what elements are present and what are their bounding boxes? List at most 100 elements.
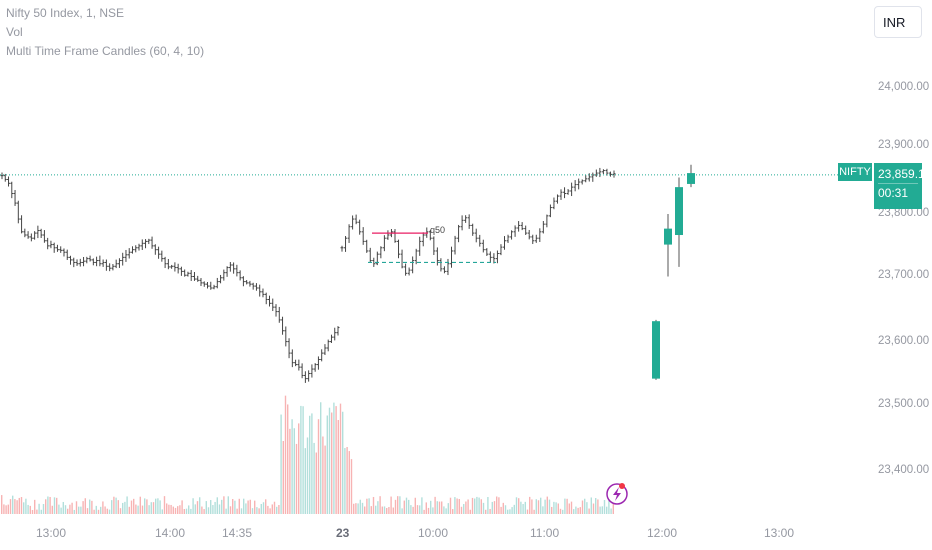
volume-bar xyxy=(361,502,364,514)
volume-bar xyxy=(47,496,49,514)
volume-bar xyxy=(159,500,161,514)
volume-bar xyxy=(60,507,62,514)
volume-bar xyxy=(210,500,212,514)
volume-bar xyxy=(284,395,287,514)
volume-bar xyxy=(82,501,84,514)
volume-bar xyxy=(130,500,133,514)
volume-indicator-label[interactable]: Vol xyxy=(6,25,23,39)
volume-bar xyxy=(69,504,71,514)
volume-bar xyxy=(148,505,150,514)
volume-bar xyxy=(368,498,370,514)
volume-bar xyxy=(339,403,342,514)
volume-bar xyxy=(390,496,392,514)
volume-bar xyxy=(500,506,502,514)
volume-bar xyxy=(443,506,445,514)
volume-bar xyxy=(603,500,606,514)
volume-bar xyxy=(379,496,381,514)
volume-bar xyxy=(49,496,51,514)
time-tick: 13:00 xyxy=(36,526,66,540)
volume-bar xyxy=(64,505,67,514)
volume-bar xyxy=(498,497,500,514)
volume-bar xyxy=(243,498,245,514)
time-tick: 11:00 xyxy=(530,526,559,540)
currency-button[interactable]: INR xyxy=(874,6,922,38)
volume-bar xyxy=(306,437,309,514)
volume-bar xyxy=(192,498,194,514)
volume-bar xyxy=(454,497,456,514)
price-tick: 23,700.00 xyxy=(878,269,929,281)
volume-bar xyxy=(282,440,284,514)
volume-bar xyxy=(551,506,553,514)
volume-bar xyxy=(31,509,34,514)
q50-label: q50 xyxy=(430,225,445,235)
volume-bar xyxy=(236,508,238,514)
volume-bar xyxy=(128,506,130,514)
volume-bar xyxy=(124,501,126,514)
volume-bar xyxy=(80,506,82,514)
price-axis[interactable]: 24,000.00 23,900.00 23,800.00 23,700.00 … xyxy=(878,81,929,476)
volume-bar xyxy=(544,499,546,514)
volume-bar xyxy=(71,502,73,514)
price-tick: 23,600.00 xyxy=(878,335,929,347)
volume-bar xyxy=(229,506,232,514)
volume-bar xyxy=(135,504,137,514)
price-tick: 23,900.00 xyxy=(878,139,929,151)
volume-bar xyxy=(256,507,258,514)
mtf-indicator-label[interactable]: Multi Time Frame Candles (60, 4, 10) xyxy=(6,44,205,58)
price-tick: 24,000.00 xyxy=(878,81,929,93)
lightning-event-icon[interactable] xyxy=(606,483,628,505)
volume-bar xyxy=(91,500,93,514)
volume-bar xyxy=(78,506,80,514)
volume-bar xyxy=(298,423,300,514)
volume-bar xyxy=(342,411,344,514)
volume-bar xyxy=(183,509,185,514)
volume-bar xyxy=(177,506,179,514)
volume-bar xyxy=(529,496,531,514)
volume-bar xyxy=(471,497,474,514)
volume-bar xyxy=(45,499,47,514)
time-tick: 12:00 xyxy=(647,526,677,540)
volume-bar xyxy=(84,498,86,514)
volume-bar xyxy=(485,509,487,514)
volume-bar xyxy=(359,499,361,514)
volume-bar xyxy=(331,412,333,514)
time-tick: 14:00 xyxy=(155,526,185,540)
volume-bar xyxy=(467,499,469,514)
volume-bar xyxy=(370,506,372,514)
volume-bar xyxy=(75,501,78,514)
time-axis[interactable]: 13:00 14:00 14:35 23 10:00 11:00 12:00 1… xyxy=(36,526,794,540)
volume-bar xyxy=(280,414,282,514)
volume-bar xyxy=(469,509,471,514)
volume-bar xyxy=(322,436,324,514)
volume-bar xyxy=(315,452,317,514)
volume-bar xyxy=(258,508,260,514)
volume-bar xyxy=(144,498,146,514)
volume-bar xyxy=(196,501,199,514)
volume-bar xyxy=(58,504,60,514)
volume-bar xyxy=(511,507,513,514)
volume-bar xyxy=(372,496,375,514)
volume-bar xyxy=(601,506,603,514)
volume-bar xyxy=(201,506,203,514)
volume-bar xyxy=(531,499,533,514)
volume-bar xyxy=(410,505,412,514)
volume-bar xyxy=(163,496,166,514)
volume-bar xyxy=(502,502,504,514)
volume-bar xyxy=(548,499,551,514)
volume-bar xyxy=(238,498,240,514)
volume-bar xyxy=(518,498,520,514)
volume-bar xyxy=(29,505,31,514)
volume-bar xyxy=(434,496,436,514)
volume-bar xyxy=(119,508,122,514)
volume-bar xyxy=(155,498,157,514)
volume-bar xyxy=(16,500,18,514)
volume-bar xyxy=(223,496,225,514)
volume-bar xyxy=(577,507,579,514)
volume-bar xyxy=(269,508,271,514)
volume-bar xyxy=(40,509,42,514)
volume-bar xyxy=(326,415,328,514)
symbol-title[interactable]: Nifty 50 Index, 1, NSE xyxy=(6,6,125,20)
volume-bar xyxy=(465,501,467,514)
